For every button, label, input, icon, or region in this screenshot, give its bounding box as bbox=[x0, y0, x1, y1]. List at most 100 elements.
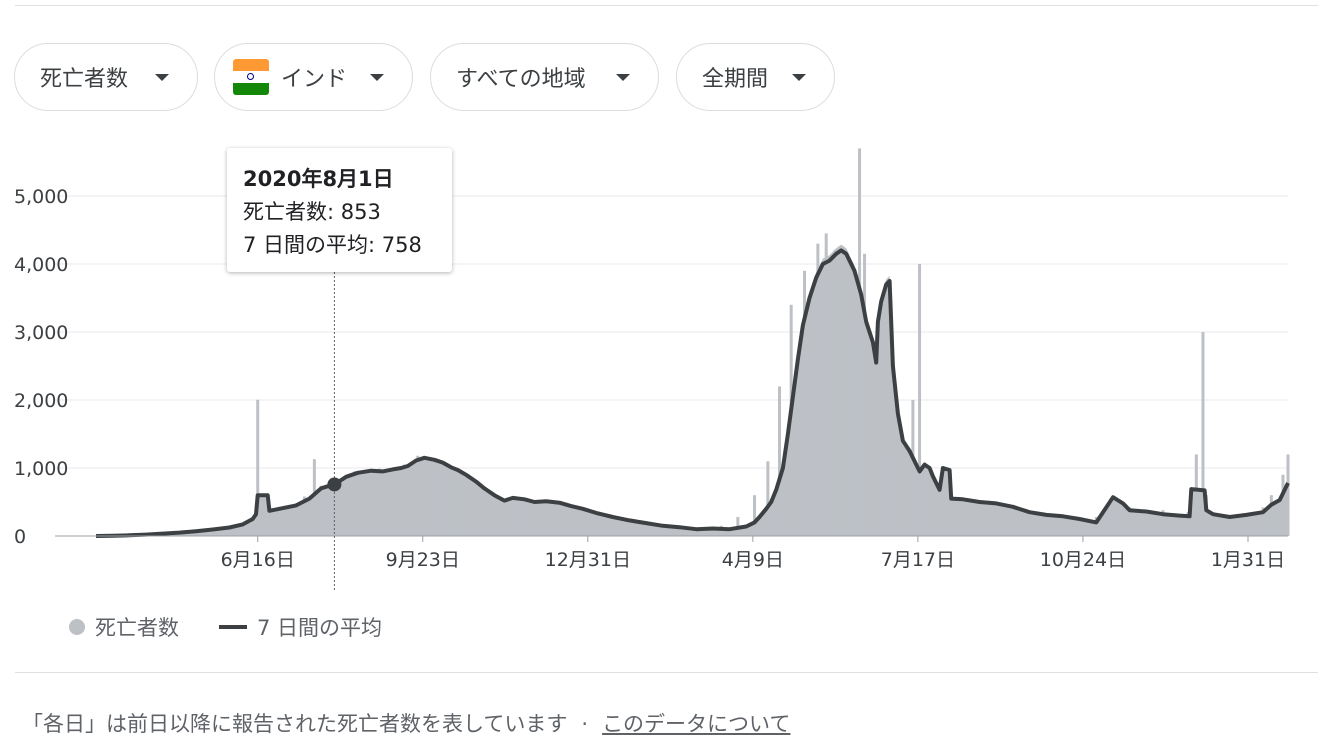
deaths-bar bbox=[1044, 515, 1048, 536]
deaths-bar bbox=[257, 510, 261, 536]
x-tick-label: 10月24日 bbox=[1040, 549, 1126, 571]
tooltip-deaths: 死亡者数: 853 bbox=[243, 200, 381, 224]
deaths-bar bbox=[312, 459, 316, 536]
deaths-bar bbox=[544, 508, 548, 536]
deaths-bar bbox=[778, 386, 782, 536]
deaths-bar bbox=[888, 454, 892, 536]
deaths-bar bbox=[1186, 512, 1190, 536]
deaths-bar bbox=[853, 345, 857, 536]
deaths-bar bbox=[848, 318, 852, 536]
deaths-bar bbox=[719, 525, 723, 536]
deaths-bar bbox=[502, 502, 506, 536]
chevron-down-icon bbox=[370, 74, 384, 81]
deaths-bar bbox=[416, 455, 420, 536]
about-data-link[interactable]: このデータについて bbox=[602, 712, 791, 736]
deaths-bar bbox=[824, 233, 828, 536]
deaths-bar bbox=[1281, 474, 1285, 536]
deaths-bar bbox=[1198, 512, 1202, 536]
chart-legend: 死亡者数 7 日間の平均 bbox=[69, 612, 382, 642]
deaths-bar bbox=[1269, 495, 1273, 536]
deaths-bar bbox=[661, 528, 665, 536]
x-tick-label: 9月23日 bbox=[386, 549, 460, 571]
deaths-bar bbox=[469, 482, 473, 536]
x-tick-label: 1月31日 bbox=[1211, 549, 1285, 571]
deaths-bar bbox=[816, 243, 820, 536]
deaths-bar bbox=[863, 253, 867, 537]
x-tick-label: 4月9日 bbox=[722, 549, 784, 571]
tooltip-date: 2020年8月1日 bbox=[243, 167, 394, 191]
deaths-bar bbox=[611, 525, 615, 536]
deaths-bar bbox=[377, 468, 381, 536]
deaths-bar bbox=[986, 500, 990, 536]
deaths-bar bbox=[869, 345, 873, 536]
chevron-down-icon bbox=[792, 74, 806, 81]
deaths-bar bbox=[918, 264, 922, 536]
deaths-bar bbox=[1204, 495, 1208, 536]
deaths-bar bbox=[519, 503, 523, 536]
metric-dropdown[interactable]: 死亡者数 bbox=[14, 43, 198, 111]
deaths-bar bbox=[766, 461, 770, 536]
deaths-bar bbox=[231, 526, 235, 536]
legend-average-label: 7 日間の平均 bbox=[257, 616, 383, 640]
country-dropdown[interactable]: インド bbox=[214, 43, 413, 111]
chevron-down-icon bbox=[155, 74, 169, 81]
deaths-bar bbox=[332, 477, 336, 536]
deaths-bar bbox=[1194, 454, 1198, 536]
deaths-bar bbox=[1286, 454, 1290, 536]
deaths-bar bbox=[586, 519, 590, 536]
chart-tooltip: 2020年8月1日 死亡者数: 853 7 日間の平均: 758 bbox=[227, 148, 452, 272]
period-dropdown[interactable]: 全期間 bbox=[676, 43, 835, 111]
country-dropdown-label: インド bbox=[281, 67, 348, 92]
deaths-bar bbox=[936, 500, 940, 536]
legend-deaths-dot-icon bbox=[69, 619, 85, 635]
y-tick-label: 0 bbox=[14, 526, 26, 548]
y-tick-label: 5,000 bbox=[14, 186, 68, 208]
average-line bbox=[95, 248, 1290, 538]
deaths-bar bbox=[858, 148, 862, 536]
deaths-bar bbox=[1078, 519, 1082, 536]
deaths-bar bbox=[302, 496, 306, 536]
period-dropdown-label: 全期間 bbox=[702, 67, 769, 92]
region-dropdown[interactable]: すべての地域 bbox=[430, 43, 659, 111]
deaths-bar bbox=[211, 528, 215, 536]
deaths-bar bbox=[277, 507, 281, 536]
deaths-bar bbox=[803, 270, 807, 536]
deaths-bar bbox=[254, 515, 258, 536]
deaths-bar bbox=[436, 459, 440, 536]
deaths-bar bbox=[1244, 513, 1248, 536]
deaths-bar bbox=[1161, 510, 1165, 536]
deaths-bar bbox=[896, 474, 900, 536]
footer-divider bbox=[15, 672, 1318, 673]
deaths-bar bbox=[961, 502, 965, 536]
deaths-bar bbox=[602, 523, 606, 536]
deaths-chart[interactable]: 5,000 4,000 3,000 2,000 1,000 0 6月16日 9月23日 12月3… bbox=[0, 140, 1344, 590]
deaths-bar bbox=[461, 480, 465, 536]
tooltip-average: 7 日間の平均: 758 bbox=[243, 233, 422, 257]
deaths-bar bbox=[1211, 514, 1215, 536]
legend-average-line-icon bbox=[219, 625, 247, 629]
y-tick-label: 1,000 bbox=[14, 458, 68, 480]
india-flag-icon bbox=[233, 59, 269, 95]
deaths-bar bbox=[1111, 505, 1115, 536]
deaths-bar bbox=[1128, 507, 1132, 536]
deaths-bar bbox=[1011, 514, 1015, 536]
region-dropdown-label: すべての地域 bbox=[456, 67, 586, 92]
deaths-bar bbox=[352, 471, 356, 536]
x-tick-label: 7月17日 bbox=[881, 549, 955, 571]
deaths-bar bbox=[677, 529, 681, 536]
deaths-bar bbox=[841, 277, 845, 536]
deaths-bar bbox=[703, 528, 707, 536]
highlight-point bbox=[327, 477, 342, 492]
x-tick-label: 12月31日 bbox=[545, 549, 631, 571]
y-tick-label: 2,000 bbox=[14, 390, 68, 412]
deaths-bar bbox=[1201, 332, 1205, 536]
deaths-bar bbox=[878, 420, 882, 536]
deaths-bar bbox=[402, 464, 406, 536]
deaths-bar bbox=[319, 485, 323, 536]
legend-deaths-label: 死亡者数 bbox=[95, 616, 179, 640]
deaths-bar bbox=[921, 498, 925, 536]
deaths-bar bbox=[536, 506, 540, 536]
footer-note: 「各日」は前日以降に報告された死亡者数を表しています bbox=[22, 712, 568, 736]
deaths-bar bbox=[911, 400, 915, 536]
deaths-bar bbox=[486, 493, 490, 536]
